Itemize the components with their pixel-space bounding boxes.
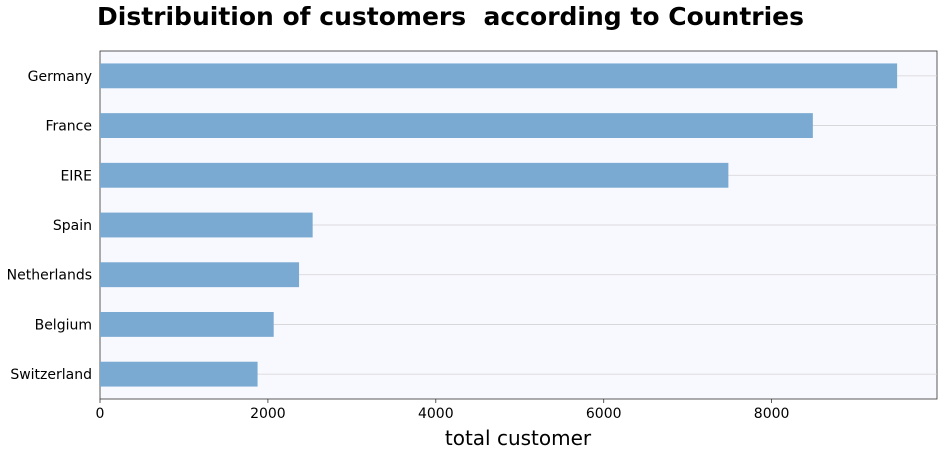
- x-ticks: 0 2000 4000 6000 8000: [96, 399, 790, 422]
- x-tick-label: 8000: [754, 406, 790, 422]
- y-tick-label: Switzerland: [10, 367, 92, 383]
- bars: [100, 63, 898, 387]
- x-tick-label: 4000: [418, 406, 454, 422]
- y-tick-label: France: [45, 119, 92, 135]
- y-tick-label: Belgium: [35, 317, 92, 333]
- bar-france: [100, 113, 813, 138]
- bar-germany: [100, 63, 898, 89]
- x-axis-title: total customer: [445, 426, 592, 450]
- x-tick-label: 2000: [250, 406, 286, 422]
- y-tick-labels: Germany France EIRE Spain Netherlands Belgium…: [7, 69, 92, 383]
- bar-belgium: [100, 312, 274, 337]
- y-tick-label: Spain: [53, 218, 92, 234]
- bar-spain: [100, 212, 313, 238]
- bar-eire: [100, 162, 729, 188]
- bar-netherlands: [100, 262, 300, 288]
- x-tick-label: 0: [96, 406, 105, 422]
- bar-switzerland: [100, 361, 258, 387]
- y-tick-label: EIRE: [60, 168, 92, 184]
- chart-title: Distribuition of customers according to …: [97, 2, 805, 31]
- y-tick-label: Netherlands: [7, 268, 92, 284]
- x-tick-label: 6000: [586, 406, 622, 422]
- y-tick-label: Germany: [28, 69, 92, 85]
